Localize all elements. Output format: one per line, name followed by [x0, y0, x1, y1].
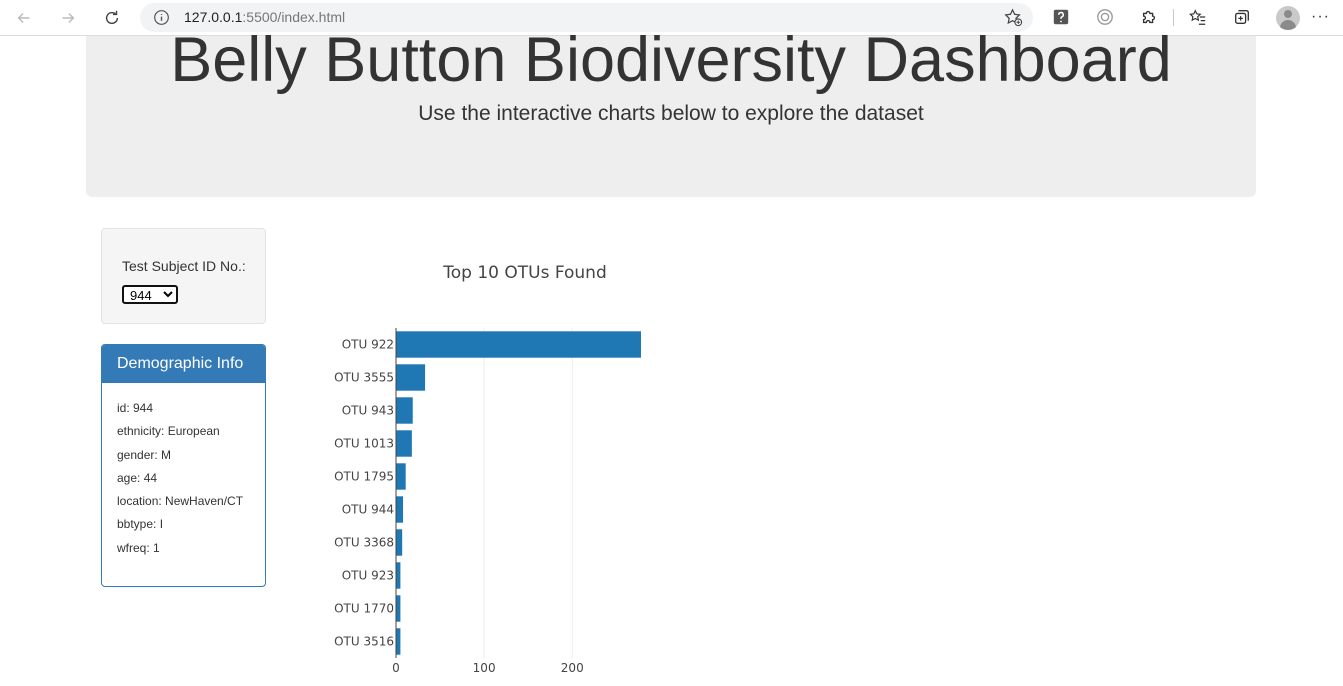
bar[interactable] [396, 430, 412, 457]
more-menu-icon[interactable]: ··· [1311, 8, 1330, 25]
demographic-row: age: 44 [117, 470, 158, 485]
page-title: Belly Button Biodiversity Dashboard [170, 25, 1172, 95]
add-favorite-icon[interactable] [1004, 8, 1023, 27]
x-tick-label: 0 [392, 661, 400, 675]
top-otus-bar-chart[interactable]: Top 10 OTUs Found 0 100 200 OTU 922 OTU 3555 O… [300, 240, 720, 686]
x-tick-label: 200 [561, 661, 584, 675]
bar[interactable] [396, 529, 403, 556]
bar-chart-svg: Top 10 OTUs Found 0 100 200 OTU 922 OTU 3555 O… [334, 263, 641, 675]
subject-selector-well: Test Subject ID No.: 944 [101, 228, 266, 324]
profile-avatar-icon[interactable] [1276, 6, 1300, 30]
y-tick-label: OTU 1795 [334, 470, 394, 484]
jumbotron-header: Belly Button Biodiversity Dashboard Use … [86, 29, 1256, 197]
y-tick-label: OTU 3516 [334, 635, 394, 649]
bar[interactable] [396, 496, 404, 523]
x-tick-label: 100 [473, 661, 496, 675]
subject-id-label: Test Subject ID No.: [122, 258, 246, 274]
y-tick-label: OTU 1770 [334, 602, 394, 616]
extensions-puzzle-icon[interactable] [1139, 7, 1159, 27]
help-extension-icon[interactable] [1051, 7, 1071, 27]
demographic-row: wfreq: 1 [117, 540, 160, 555]
y-tick-label: OTU 3368 [334, 536, 394, 550]
bar[interactable] [396, 463, 406, 490]
forward-arrow-icon[interactable] [56, 6, 80, 30]
bar[interactable] [396, 364, 426, 391]
bar[interactable] [396, 331, 641, 358]
info-icon[interactable] [153, 9, 170, 26]
y-tick-label: OTU 944 [342, 503, 394, 517]
demographic-info-panel: Demographic Info id: 944 ethnicity: Euro… [101, 344, 266, 587]
toolbar-separator [1173, 9, 1174, 26]
back-arrow-icon[interactable] [12, 6, 36, 30]
collections-icon[interactable] [1232, 7, 1252, 27]
y-tick-label: OTU 3555 [334, 371, 394, 385]
y-tick-label: OTU 1013 [334, 437, 394, 451]
address-bar[interactable]: 127.0.0.1:5500/index.html [140, 3, 1033, 32]
bar[interactable] [396, 397, 413, 424]
extension-circle-icon[interactable] [1095, 7, 1115, 27]
browser-toolbar: 127.0.0.1:5500/index.html ··· [0, 0, 1343, 36]
demographic-row: ethnicity: European [117, 424, 220, 439]
y-tick-label: OTU 922 [342, 338, 394, 352]
page-subtitle: Use the interactive charts below to expl… [418, 102, 924, 125]
chart-title: Top 10 OTUs Found [442, 263, 607, 283]
demographic-info-body: id: 944 ethnicity: European gender: M ag… [102, 383, 265, 574]
reload-icon[interactable] [100, 6, 124, 30]
subject-id-select[interactable]: 944 [122, 285, 178, 304]
bar[interactable] [396, 562, 401, 589]
bar[interactable] [396, 595, 401, 622]
demographic-row: location: NewHaven/CT [117, 494, 244, 509]
y-tick-label: OTU 923 [342, 569, 394, 583]
demographic-row: id: 944 [117, 401, 154, 415]
demographic-info-heading: Demographic Info [102, 345, 265, 383]
url-text: 127.0.0.1:5500/index.html [184, 9, 346, 25]
bar[interactable] [396, 628, 401, 655]
y-tick-label: OTU 943 [342, 404, 394, 418]
demographic-row: gender: M [117, 447, 172, 462]
demographic-row: bbtype: I [117, 517, 164, 532]
favorites-icon[interactable] [1188, 7, 1208, 27]
